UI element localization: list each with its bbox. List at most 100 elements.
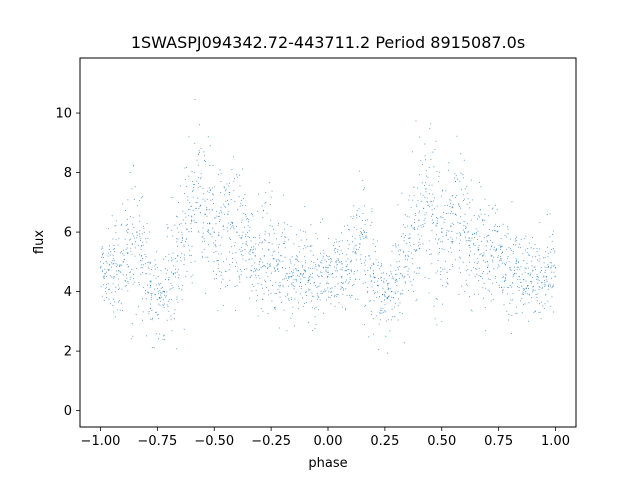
data-point [236, 262, 237, 264]
data-point [314, 316, 316, 318]
data-point [192, 189, 194, 191]
data-point [142, 244, 144, 246]
data-point [234, 178, 236, 180]
data-point [289, 275, 291, 277]
data-point [359, 236, 361, 238]
data-point [132, 223, 133, 225]
data-point [460, 153, 462, 155]
data-point [439, 171, 441, 173]
data-point [245, 260, 247, 262]
data-point [412, 199, 414, 201]
data-point [410, 252, 412, 254]
data-point [204, 155, 205, 157]
data-point [223, 194, 225, 196]
data-point [279, 284, 281, 286]
data-point [279, 282, 281, 284]
data-point [336, 293, 338, 295]
data-point [185, 185, 187, 187]
data-point [309, 282, 311, 284]
data-point [124, 280, 126, 281]
data-point [372, 333, 374, 335]
data-point [118, 278, 119, 280]
data-point [445, 213, 447, 215]
data-point [229, 182, 231, 184]
data-point [178, 274, 180, 276]
data-point [312, 267, 314, 269]
data-point [119, 271, 121, 273]
data-point [156, 251, 158, 253]
data-point [533, 311, 535, 313]
data-point [220, 206, 222, 208]
data-point [460, 257, 462, 259]
data-point [220, 181, 222, 182]
data-point [119, 266, 121, 267]
data-point [103, 262, 104, 264]
data-point [119, 252, 121, 254]
data-point [280, 302, 282, 303]
data-point [539, 303, 540, 305]
data-point [297, 259, 299, 261]
data-point [189, 202, 191, 204]
data-point [474, 253, 476, 255]
data-point [259, 269, 260, 271]
data-point [290, 317, 292, 319]
data-point [363, 262, 365, 264]
data-point [237, 209, 239, 211]
data-point [258, 193, 260, 195]
data-point [515, 262, 517, 264]
data-point [528, 255, 530, 256]
data-point [455, 214, 457, 216]
data-point [418, 245, 419, 247]
data-point [262, 261, 264, 263]
data-point [463, 194, 465, 196]
data-point [355, 279, 357, 280]
data-point [176, 271, 178, 273]
data-point [162, 339, 164, 340]
data-point [298, 302, 300, 304]
data-point [473, 237, 475, 239]
data-point [298, 285, 300, 287]
data-point [354, 251, 356, 253]
data-point [289, 272, 291, 274]
data-point [298, 276, 300, 277]
data-point [409, 195, 411, 197]
data-point [308, 277, 309, 279]
data-point [360, 258, 362, 260]
data-point [318, 276, 320, 278]
data-point [370, 281, 372, 283]
data-point [318, 285, 320, 287]
data-point [142, 319, 144, 321]
data-point [430, 200, 432, 202]
data-point [451, 207, 453, 209]
data-point [214, 243, 216, 245]
data-point [300, 274, 302, 276]
data-point [227, 200, 228, 201]
data-point [552, 286, 554, 288]
data-point [428, 166, 430, 168]
data-point [552, 284, 554, 286]
data-point [204, 160, 205, 162]
data-point [127, 252, 129, 254]
data-point [530, 247, 532, 249]
data-point [134, 281, 136, 283]
data-point [232, 226, 234, 228]
data-point [545, 276, 548, 278]
data-point [109, 254, 111, 256]
data-point [311, 260, 313, 262]
data-point [346, 266, 348, 268]
data-point [211, 209, 213, 211]
data-point [445, 234, 447, 236]
data-point [111, 276, 113, 278]
data-point [433, 200, 435, 202]
data-point [175, 257, 177, 259]
data-point [195, 222, 197, 224]
data-point [423, 207, 425, 209]
data-point [200, 173, 202, 175]
data-point [365, 219, 366, 221]
data-point [475, 228, 477, 230]
data-point [183, 244, 185, 246]
data-point [291, 284, 293, 286]
data-point [330, 258, 332, 260]
data-point [330, 288, 332, 290]
data-point [309, 245, 311, 247]
